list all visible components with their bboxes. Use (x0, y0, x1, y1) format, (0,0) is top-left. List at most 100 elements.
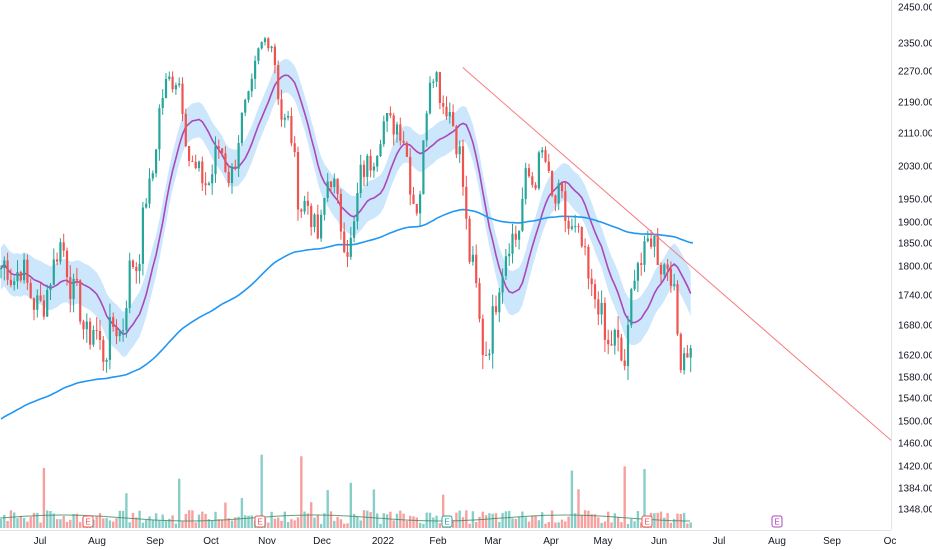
candle (174, 82, 177, 95)
volume-bar (158, 520, 161, 528)
candle (465, 175, 468, 230)
price-tick-label: 2110.00 (898, 129, 932, 140)
volume-bar (79, 522, 82, 528)
candle (521, 187, 524, 233)
volume-bar (395, 513, 399, 528)
candle (686, 344, 689, 358)
candle (224, 146, 227, 173)
volume-bar (6, 520, 9, 528)
candle (376, 154, 379, 172)
volume-bar (59, 519, 62, 528)
time-axis[interactable]: Jul Aug Sep Oct Nov Dec 2022 Feb Mar Apr May Jun Jul… (34, 536, 897, 547)
price-tick-label: 2450.00 (898, 3, 932, 14)
candle (32, 297, 36, 321)
candle (419, 190, 422, 226)
volume-bar (329, 511, 333, 528)
candle (356, 182, 359, 230)
candle (214, 136, 217, 183)
volume-bar (52, 513, 55, 528)
candle (584, 238, 587, 256)
volume-bar (640, 522, 643, 528)
candle (234, 159, 237, 171)
candle (283, 113, 286, 128)
volume-bar (339, 519, 343, 528)
volume-bar (567, 516, 570, 528)
candle (679, 332, 682, 373)
volume-bar (211, 520, 214, 528)
candle (481, 314, 484, 370)
price-axis[interactable]: 2450.00 2350.00 2270.00 2190.00 2110.00 2030.… (898, 3, 932, 516)
candle (36, 289, 39, 318)
candle (369, 149, 372, 178)
volume-bar (570, 470, 574, 528)
trendline-layer[interactable] (462, 67, 892, 441)
volume-bar (498, 522, 501, 528)
candle (683, 347, 686, 375)
earnings-marker[interactable]: E (771, 515, 783, 528)
volume-bar (72, 514, 75, 528)
candle (138, 254, 141, 284)
earnings-marker-label: E (257, 518, 262, 527)
price-tick-label: 1680.00 (898, 321, 932, 332)
volume-bar (319, 523, 323, 528)
volume-bar (359, 520, 362, 528)
price-tick-label: 1950.00 (898, 195, 932, 206)
candle (207, 181, 210, 186)
time-tick-label: Mar (484, 536, 502, 547)
candle (287, 110, 290, 121)
candle (336, 178, 339, 204)
candle (362, 160, 366, 187)
candle (554, 194, 557, 212)
time-tick-label: Dec (313, 536, 331, 547)
volume-bar (300, 456, 303, 528)
candle (122, 318, 125, 342)
volume-bar (49, 510, 52, 528)
candle (112, 312, 115, 332)
volume-bar (323, 513, 326, 528)
candle (636, 261, 639, 293)
volume-bar (574, 513, 577, 528)
volume-bar (168, 518, 171, 528)
earnings-marker-label: E (85, 518, 90, 527)
earnings-marker[interactable]: E (82, 515, 94, 528)
volume-bar (105, 518, 108, 528)
volume-bar (356, 516, 359, 528)
trendline[interactable] (462, 67, 892, 441)
volume-bar (412, 516, 415, 528)
candle (504, 248, 507, 280)
candle (676, 280, 679, 336)
candle (600, 290, 603, 325)
volume-bar (537, 520, 541, 528)
volume-bar (313, 517, 316, 528)
volume-bar (154, 513, 158, 528)
earnings-marker[interactable]: E (441, 515, 453, 528)
candle (161, 89, 164, 115)
volume-bar (280, 520, 283, 528)
earnings-marker[interactable]: E (641, 515, 653, 528)
earnings-marker-label: E (444, 518, 449, 527)
volume-bar (442, 494, 445, 528)
earnings-marker[interactable]: E (254, 515, 266, 528)
volume-bar (102, 518, 105, 528)
candle (471, 246, 474, 266)
candle (65, 247, 69, 286)
candle (270, 45, 273, 53)
candles-layer (0, 36, 692, 380)
candle (501, 268, 504, 304)
volume-bar (148, 516, 151, 528)
candle (316, 204, 319, 240)
volume-bar (260, 454, 263, 528)
candle (263, 36, 267, 46)
volume-bar (392, 520, 395, 528)
volume-bar (610, 522, 613, 528)
volume-bar (643, 469, 646, 528)
candle (646, 230, 649, 243)
candle (570, 218, 573, 231)
volume-bar (524, 517, 527, 528)
candle (178, 77, 181, 88)
candle (131, 259, 135, 269)
candle (488, 349, 491, 361)
candle (349, 226, 352, 260)
